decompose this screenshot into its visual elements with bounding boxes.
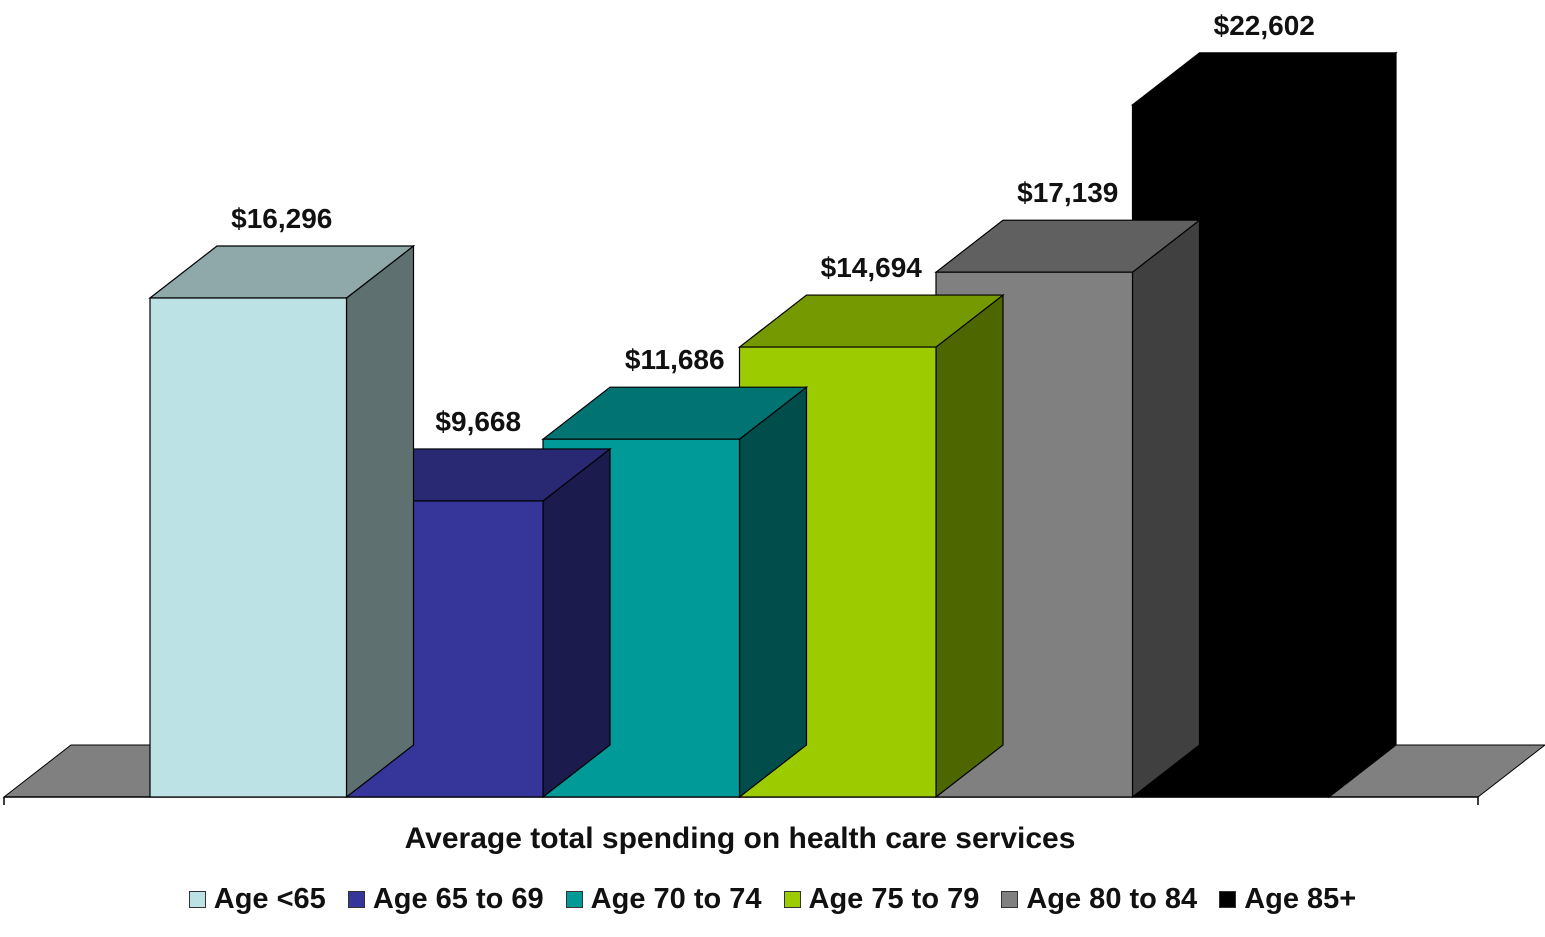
data-label: $14,694 [821, 252, 923, 283]
legend-swatch [783, 891, 801, 908]
legend-label: Age <65 [213, 883, 326, 915]
bar-side [738, 385, 808, 799]
bar-chart: $16,296 $9,668 $11,686 $14,694 $17,139 $22,60… [2, 10, 1545, 805]
bar-side [542, 447, 611, 799]
data-label: $17,139 [1017, 177, 1118, 208]
bar-side [1328, 51, 1397, 799]
legend-swatch [347, 891, 365, 908]
bar-side [345, 244, 415, 799]
bar-side [935, 293, 1004, 799]
legend-item: Age 85+ [1219, 883, 1356, 916]
x-axis-label: Average total spending on health care se… [404, 822, 1076, 855]
legend-item: Age 75 to 79 [783, 883, 980, 916]
legend-label: Age 70 to 74 [590, 883, 762, 915]
legend-swatch [188, 891, 206, 908]
legend-item: Age 80 to 84 [1001, 883, 1197, 916]
chart-legend: Age <65 Age 65 to 69 Age 70 to 74 Age 75… [0, 883, 1545, 916]
legend-swatch [1219, 891, 1237, 908]
bar [149, 297, 348, 798]
legend-label: Age 65 to 69 [372, 883, 544, 915]
data-label: $11,686 [625, 344, 725, 375]
legend-swatch [565, 891, 583, 908]
legend-item: Age 65 to 69 [347, 883, 544, 916]
data-label: $22,602 [1214, 10, 1315, 41]
data-label: $9,668 [435, 406, 521, 437]
legend-item: Age 70 to 74 [565, 883, 762, 916]
data-label: $16,296 [231, 203, 332, 234]
legend-swatch [1001, 891, 1019, 908]
legend-label: Age 75 to 79 [808, 883, 980, 915]
legend-label: Age 80 to 84 [1026, 883, 1198, 915]
legend-item: Age <65 [188, 883, 326, 916]
legend-label: Age 85+ [1244, 883, 1357, 915]
bar-side [1131, 218, 1201, 799]
